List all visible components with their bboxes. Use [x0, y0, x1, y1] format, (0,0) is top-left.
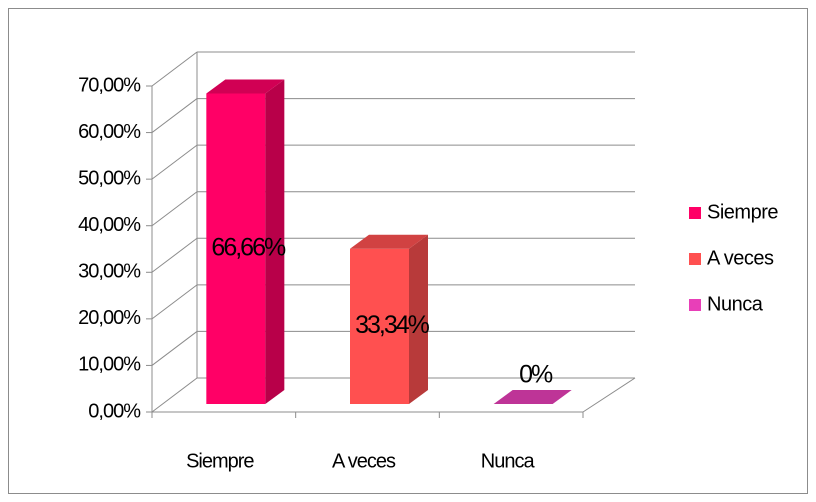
y-tick-label: 70,00%	[78, 74, 141, 96]
bar	[206, 79, 285, 404]
bar-top	[350, 234, 428, 249]
bar	[350, 234, 428, 404]
grid-line	[151, 331, 198, 366]
legend-swatch	[689, 253, 701, 265]
legend-label: Nunca	[707, 293, 764, 315]
value-label: 66,66%	[211, 233, 286, 261]
bar	[493, 390, 572, 404]
y-tick-label: 50,00%	[78, 167, 141, 189]
legend-label: Siempre	[707, 201, 778, 223]
bar-top	[206, 79, 285, 94]
grid-line	[151, 191, 198, 227]
value-label: 33,34%	[355, 311, 430, 339]
bar-top	[493, 390, 572, 404]
y-tick-label: 20,00%	[78, 307, 141, 329]
x-tick-label: A veces	[332, 450, 396, 472]
bar-front	[350, 248, 409, 404]
legend-swatch	[689, 299, 701, 311]
y-tick-label: 30,00%	[78, 261, 141, 283]
bar-side	[265, 79, 285, 404]
y-tick-label: 10,00%	[78, 354, 141, 376]
y-tick-label: 0,00%	[88, 400, 141, 422]
x-tick-label: Nunca	[481, 450, 536, 472]
x-tick-label: Siempre	[186, 450, 254, 472]
y-tick-label: 60,00%	[78, 121, 141, 143]
grid-line	[151, 98, 198, 133]
grid-line	[151, 144, 198, 180]
grid-line	[151, 377, 198, 413]
value-label: 0%	[519, 361, 553, 389]
y-tick-label: 40,00%	[78, 214, 141, 236]
grid-line	[151, 51, 198, 87]
legend-label: A veces	[707, 247, 774, 269]
legend-swatch	[689, 207, 701, 219]
grid-line	[151, 237, 198, 273]
bar-side	[409, 234, 428, 404]
floor-edge	[582, 377, 636, 413]
bar-front	[206, 93, 266, 404]
grid-line	[151, 284, 198, 320]
